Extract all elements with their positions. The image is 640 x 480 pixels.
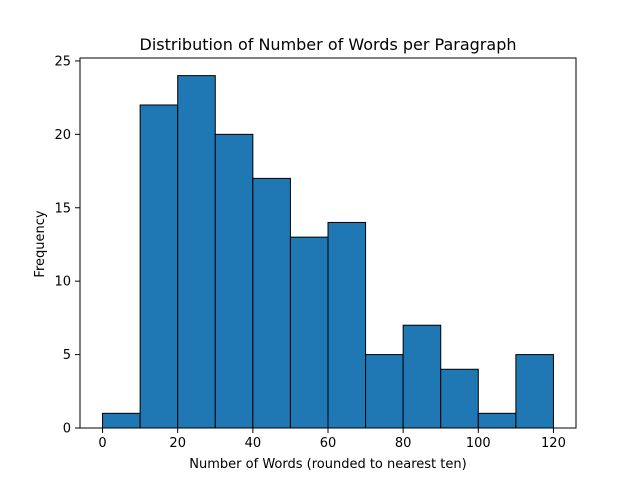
histogram-bar xyxy=(440,368,479,429)
y-tick-label: 15 xyxy=(54,201,71,216)
y-tick-label: 25 xyxy=(54,54,71,69)
histogram-bar xyxy=(214,133,254,429)
x-tick-label: 40 xyxy=(245,436,262,451)
y-tick-label: 20 xyxy=(54,128,71,143)
x-tick-label: 60 xyxy=(320,436,337,451)
histogram-bar xyxy=(402,324,442,429)
plot-area: 0 20 40 60 80 100 120 0 5 10 15 20 25 xyxy=(54,54,577,451)
histogram-bar xyxy=(102,412,141,429)
histogram-bar xyxy=(365,354,404,429)
histogram-bar xyxy=(477,412,517,429)
x-tick-label: 120 xyxy=(541,436,566,451)
histogram-bar xyxy=(177,75,216,429)
histogram-bar xyxy=(515,354,554,429)
x-tick-label: 80 xyxy=(395,436,412,451)
x-axis-label: Number of Words (rounded to nearest ten) xyxy=(189,457,466,472)
histogram-bar xyxy=(139,104,179,429)
x-tick-label: 100 xyxy=(466,436,491,451)
histogram-bar xyxy=(252,177,291,429)
y-tick-label: 0 xyxy=(63,422,71,437)
y-tick-label: 5 xyxy=(63,348,71,363)
x-tick-label: 0 xyxy=(98,436,106,451)
chart-title: Distribution of Number of Words per Para… xyxy=(140,35,517,54)
histogram-bar xyxy=(327,221,367,429)
x-tick-label: 20 xyxy=(169,436,186,451)
histogram-bar xyxy=(289,236,329,429)
y-axis-label: Frequency xyxy=(33,210,48,277)
y-tick-label: 10 xyxy=(54,275,71,290)
